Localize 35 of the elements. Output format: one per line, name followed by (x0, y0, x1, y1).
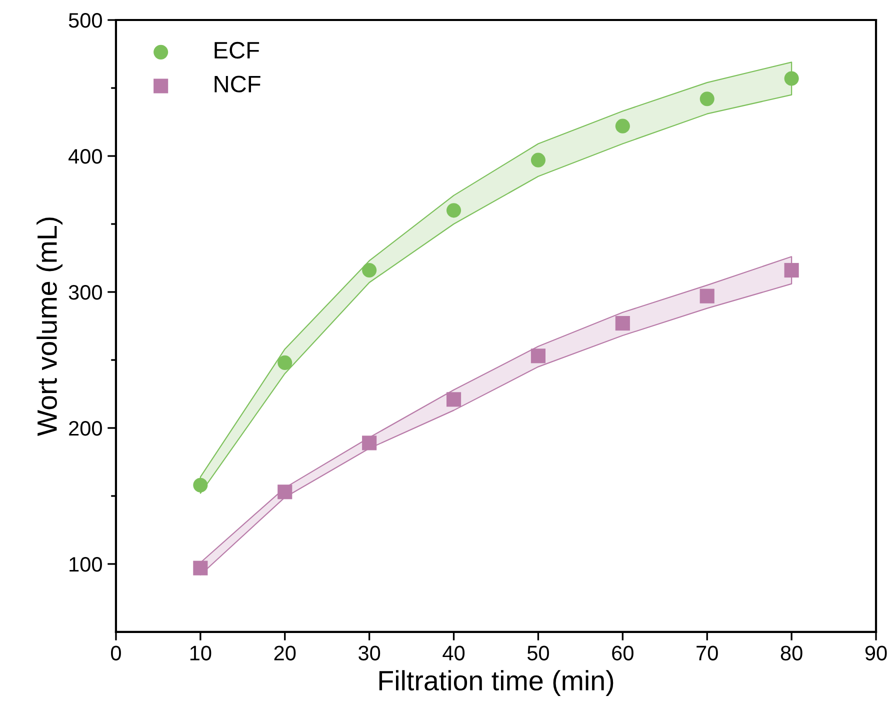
x-tick-label: 50 (527, 646, 549, 660)
point (278, 484, 292, 500)
y-axis-title: Wort volume (mL) (36, 218, 62, 436)
point (530, 348, 546, 364)
x-tick-label: 40 (442, 646, 465, 660)
y-tick-label: 400 (68, 149, 102, 164)
point (700, 288, 714, 304)
point (446, 203, 462, 218)
x-tick-label: 30 (358, 646, 380, 660)
y-tick-label: 300 (68, 285, 102, 300)
point (530, 152, 546, 168)
x-tick-label: 60 (612, 646, 634, 660)
x-tick-label: 20 (274, 646, 296, 660)
x-tick-label: 90 (865, 646, 887, 660)
legend-label: NCF (214, 76, 260, 92)
point (446, 392, 462, 407)
point (784, 71, 799, 86)
y-tick-label: 200 (69, 420, 102, 436)
point (193, 560, 208, 576)
x-tick-label: 80 (780, 646, 802, 660)
legend-label: ECF (214, 42, 260, 59)
point (278, 355, 292, 370)
point (700, 92, 714, 106)
x-axis-title: Filtration time (min) (379, 670, 614, 696)
point (615, 118, 630, 134)
x-tick-label: 0 (110, 646, 121, 660)
point (362, 436, 377, 450)
x-tick-label: 10 (190, 646, 212, 660)
y-tick-label: 100 (70, 556, 102, 572)
point (615, 316, 630, 331)
x-tick-label: 70 (696, 646, 718, 660)
y-tick-label: 500 (68, 13, 102, 28)
point (362, 262, 377, 278)
point (784, 262, 799, 278)
point (193, 478, 208, 492)
